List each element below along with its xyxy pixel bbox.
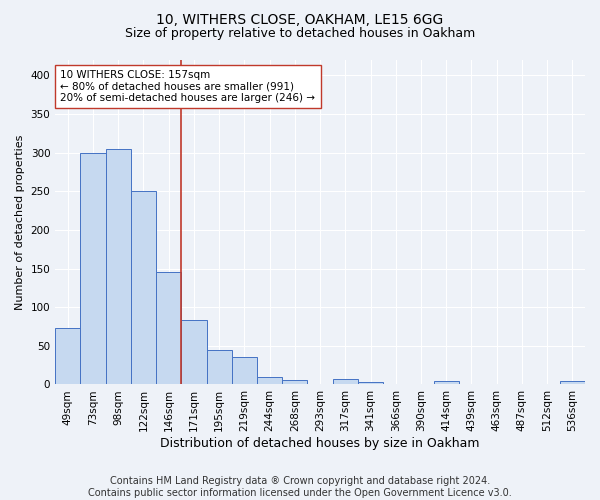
Bar bbox=[106, 149, 131, 384]
Bar bbox=[332, 379, 358, 384]
X-axis label: Distribution of detached houses by size in Oakham: Distribution of detached houses by size … bbox=[160, 437, 480, 450]
Y-axis label: Number of detached properties: Number of detached properties bbox=[15, 134, 25, 310]
Bar bbox=[131, 192, 156, 384]
Bar bbox=[156, 272, 181, 384]
Text: 10 WITHERS CLOSE: 157sqm
← 80% of detached houses are smaller (991)
20% of semi-: 10 WITHERS CLOSE: 157sqm ← 80% of detach… bbox=[61, 70, 316, 103]
Bar bbox=[232, 358, 257, 384]
Bar bbox=[80, 152, 106, 384]
Bar bbox=[282, 380, 307, 384]
Bar bbox=[358, 382, 383, 384]
Text: Contains HM Land Registry data ® Crown copyright and database right 2024.
Contai: Contains HM Land Registry data ® Crown c… bbox=[88, 476, 512, 498]
Bar bbox=[434, 382, 459, 384]
Bar bbox=[206, 350, 232, 384]
Bar bbox=[560, 382, 585, 384]
Text: Size of property relative to detached houses in Oakham: Size of property relative to detached ho… bbox=[125, 28, 475, 40]
Bar bbox=[181, 320, 206, 384]
Text: 10, WITHERS CLOSE, OAKHAM, LE15 6GG: 10, WITHERS CLOSE, OAKHAM, LE15 6GG bbox=[157, 12, 443, 26]
Bar bbox=[55, 328, 80, 384]
Bar bbox=[257, 376, 282, 384]
